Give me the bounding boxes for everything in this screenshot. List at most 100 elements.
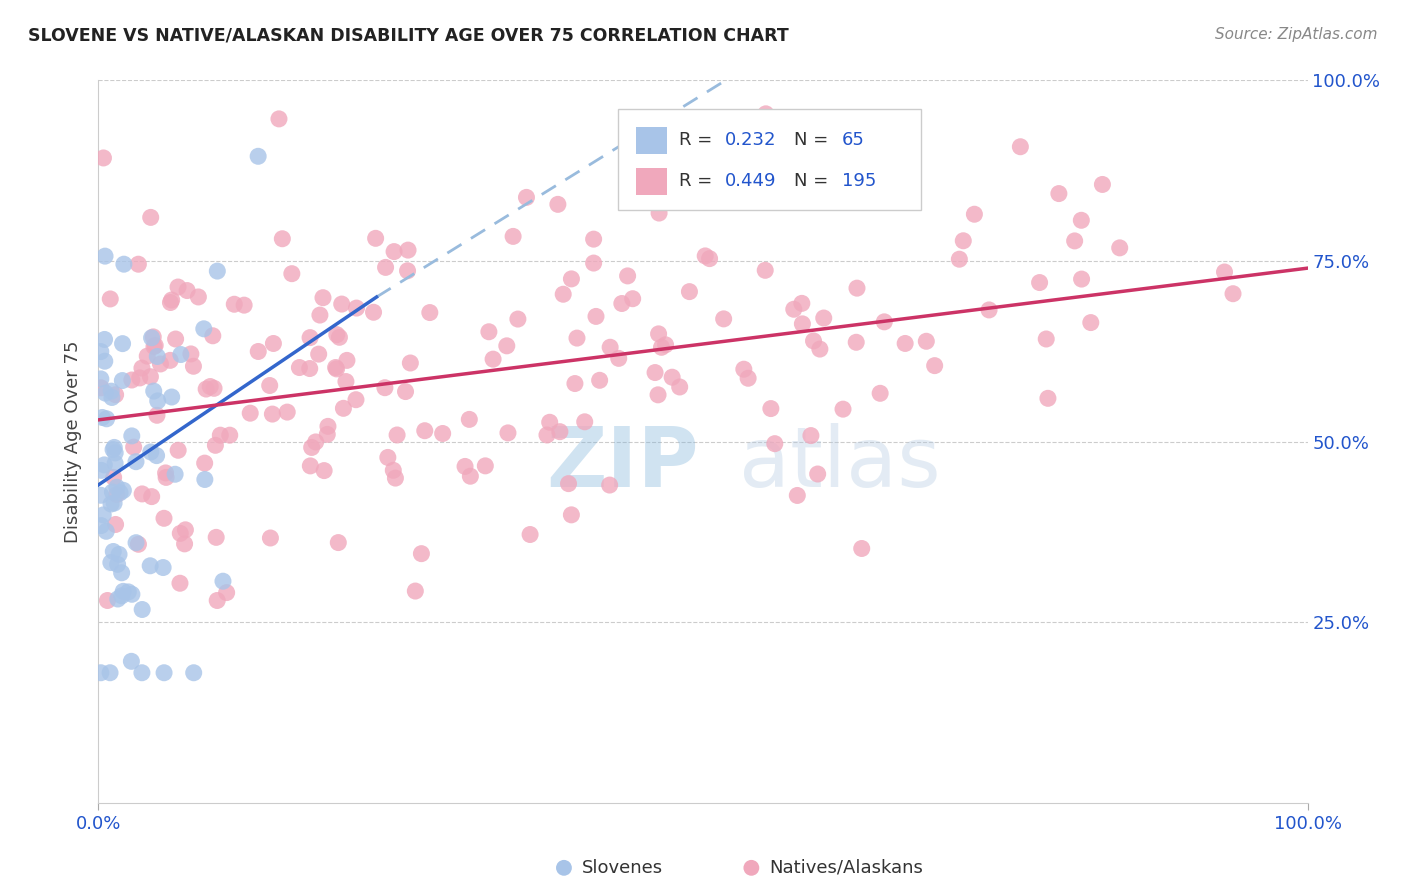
- Point: [650, 340, 672, 354]
- Point: [103, 441, 125, 455]
- Point: [267, 112, 290, 126]
- Point: [111, 374, 134, 388]
- Point: [312, 291, 335, 305]
- Point: [394, 384, 416, 399]
- Point: [582, 232, 605, 246]
- Point: [90, 372, 112, 386]
- Point: [582, 256, 605, 270]
- Point: [96, 412, 118, 426]
- Point: [194, 456, 217, 470]
- Point: [247, 344, 270, 359]
- Point: [737, 371, 759, 385]
- Point: [309, 308, 332, 322]
- Point: [790, 296, 813, 310]
- Point: [153, 665, 176, 680]
- Point: [553, 287, 575, 301]
- Point: [502, 229, 524, 244]
- Point: [364, 231, 387, 245]
- Point: [183, 359, 205, 374]
- Point: [399, 356, 422, 370]
- Point: [846, 281, 869, 295]
- Point: [385, 428, 408, 442]
- Point: [276, 405, 298, 419]
- Point: [786, 488, 808, 502]
- Bar: [637, 127, 666, 154]
- Point: [458, 412, 481, 426]
- Point: [536, 428, 558, 442]
- Point: [224, 297, 246, 311]
- Point: [94, 354, 117, 368]
- Point: [377, 450, 399, 465]
- Point: [117, 585, 139, 599]
- Point: [873, 315, 896, 329]
- Point: [167, 280, 190, 294]
- Point: [713, 311, 735, 326]
- Point: [180, 347, 202, 361]
- Point: [139, 369, 162, 384]
- Point: [565, 331, 588, 345]
- Point: [678, 285, 700, 299]
- Point: [574, 415, 596, 429]
- Point: [1213, 265, 1236, 279]
- Point: [204, 438, 226, 452]
- Point: [1091, 178, 1114, 192]
- Point: [141, 490, 163, 504]
- Point: [139, 445, 162, 459]
- Point: [894, 336, 917, 351]
- Text: N =: N =: [793, 131, 828, 149]
- Point: [695, 249, 717, 263]
- Point: [143, 338, 166, 352]
- FancyBboxPatch shape: [619, 109, 921, 211]
- Point: [1035, 332, 1057, 346]
- Point: [1080, 316, 1102, 330]
- Point: [165, 332, 187, 346]
- Point: [325, 360, 347, 375]
- Point: [121, 587, 143, 601]
- Text: SLOVENE VS NATIVE/ALASKAN DISABILITY AGE OVER 75 CORRELATION CHART: SLOVENE VS NATIVE/ALASKAN DISABILITY AGE…: [28, 27, 789, 45]
- Point: [763, 436, 786, 450]
- Point: [335, 375, 357, 389]
- Point: [139, 211, 162, 225]
- Point: [506, 312, 529, 326]
- Point: [101, 391, 124, 405]
- Point: [122, 440, 145, 454]
- Point: [90, 665, 112, 680]
- Point: [112, 257, 135, 271]
- Point: [96, 524, 118, 539]
- Point: [607, 351, 630, 366]
- Point: [754, 263, 776, 277]
- Point: [90, 344, 112, 359]
- Point: [111, 336, 134, 351]
- Point: [281, 267, 304, 281]
- Point: [91, 508, 114, 522]
- Point: [564, 376, 586, 391]
- Point: [262, 336, 284, 351]
- Point: [301, 441, 323, 455]
- Point: [160, 390, 183, 404]
- Point: [538, 415, 561, 429]
- Point: [121, 373, 143, 387]
- Point: [654, 338, 676, 352]
- Point: [915, 334, 938, 349]
- Point: [460, 469, 482, 483]
- Point: [374, 381, 396, 395]
- Point: [259, 531, 281, 545]
- Point: [205, 593, 228, 607]
- Point: [90, 463, 112, 477]
- Bar: [637, 168, 666, 195]
- Point: [108, 485, 131, 500]
- Point: [585, 310, 607, 324]
- Point: [112, 483, 135, 498]
- Point: [845, 335, 868, 350]
- Point: [100, 497, 122, 511]
- Text: atlas: atlas: [740, 423, 941, 504]
- Point: [101, 485, 124, 500]
- Point: [262, 407, 284, 421]
- Point: [807, 467, 830, 481]
- Point: [93, 333, 115, 347]
- Point: [668, 380, 690, 394]
- Point: [103, 496, 125, 510]
- Point: [94, 249, 117, 263]
- Point: [93, 458, 115, 472]
- Point: [621, 292, 644, 306]
